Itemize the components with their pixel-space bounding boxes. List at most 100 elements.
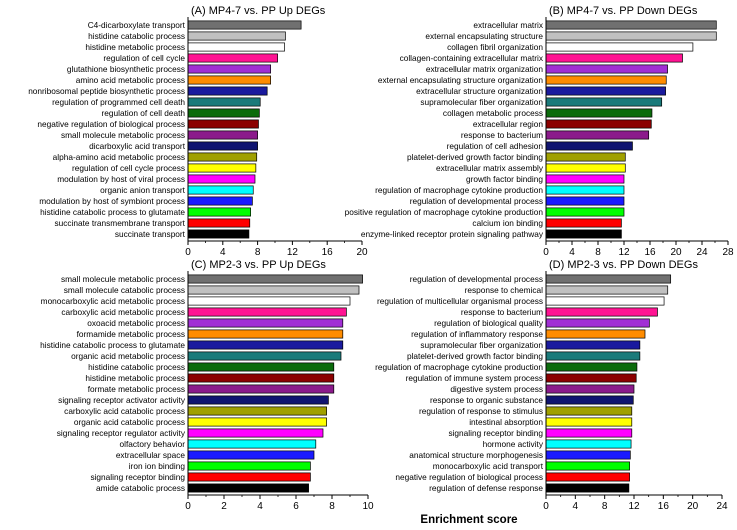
bar [187,285,360,295]
bar [187,274,363,284]
bar [545,152,626,162]
bar [187,130,258,140]
category-label: signaling receptor binding [90,472,185,482]
category-label: regulation of inflammatory response [411,329,543,339]
bar [187,75,272,85]
bar [545,163,626,173]
bar [545,362,638,372]
x-tick-label: 8 [329,501,335,512]
x-tick-label: 12 [628,501,640,512]
bar [187,196,253,206]
category-label: intestinal absorption [469,417,543,427]
x-tick-label: 0 [185,501,191,512]
category-label: collagen metabolic process [443,108,543,118]
category-label: histidine catabolic process [88,31,185,41]
category-label: alpha-amino acid metabolic process [53,152,185,162]
bar [187,296,351,306]
category-label: oxoacid metabolic process [87,318,185,328]
bar [187,373,335,383]
category-label: succinate transport [115,229,186,239]
category-label: external encapsulating structure [425,31,543,41]
x-tick-label: 4 [220,247,226,258]
category-label: carboxylic acid catabolic process [64,406,185,416]
category-label: digestive system process [450,384,543,394]
bar [545,97,663,107]
category-label: calcium ion binding [472,218,543,228]
category-label: regulation of macrophage cytokine produc… [375,362,543,372]
bar [545,406,633,416]
bar [187,53,278,63]
category-label: response to chemical [465,285,544,295]
panel-title: (A) MP4-7 vs. PP Up DEGs [191,5,326,17]
category-label: nonribosomal peptide biosynthetic proces… [28,86,185,96]
bar [187,86,268,96]
bar [187,450,315,460]
category-label: enzyme-linked receptor protein signaling… [361,229,544,239]
category-label: supramolecular fiber organization [420,97,543,107]
bar [545,395,634,405]
category-label: regulation of macrophage cytokine produc… [375,185,543,195]
bar [545,141,633,151]
category-label: platelet-derived growth factor binding [407,152,543,162]
category-label: dicarboxylic acid transport [89,141,186,151]
x-tick-label: 0 [543,247,549,258]
category-label: small molecule metabolic process [61,274,185,284]
bar [545,130,650,140]
bar [187,229,250,239]
bar [187,31,286,41]
x-tick-label: 28 [722,247,734,258]
category-label: monocarboxylic acid transport [433,461,544,471]
category-label: extracellular matrix assembly [436,163,544,173]
category-label: regulation of cell cycle process [72,163,185,173]
panel-title: (B) MP4-7 vs. PP Down DEGs [549,5,698,17]
x-tick-label: 16 [644,247,656,258]
category-label: platelet-derived growth factor binding [407,351,543,361]
x-tick-label: 8 [602,501,608,512]
bar [545,86,666,96]
x-tick-label: 24 [716,501,728,512]
category-label: response to organic substance [430,395,543,405]
chart-panel-3: (D) MP2-3 vs. PP Down DEGs regulation of … [375,259,728,512]
bar [545,351,641,361]
bar [187,174,256,184]
panel-title: (C) MP2-3 vs. PP Up DEGs [191,259,326,271]
category-label: regulation of cell adhesion [447,141,544,151]
x-tick-label: 4 [257,501,263,512]
bar [545,31,717,41]
x-tick-label: 8 [595,247,601,258]
category-label: small molecule metabolic process [61,130,185,140]
bar [187,42,285,52]
category-label: iron ion binding [129,461,186,471]
bar [545,64,668,74]
bar [545,417,633,427]
bar [545,329,646,339]
x-tick-label: 20 [670,247,682,258]
category-label: olfactory behavior [120,439,186,449]
bar [545,20,717,30]
category-label: signaling receptor activator activity [58,395,186,405]
x-tick-label: 4 [569,247,575,258]
bar [187,218,251,228]
bar [545,196,625,206]
bar [545,274,672,284]
bar [187,163,257,173]
bar [187,141,258,151]
x-tick-label: 12 [618,247,630,258]
x-tick-label: 16 [658,501,670,512]
category-label: extracellular matrix organization [426,64,544,74]
bar [545,53,683,63]
bar [545,174,625,184]
chart-panel-2: (C) MP2-3 vs. PP Up DEGs small molecule m… [40,259,374,512]
category-label: regulation of multicellular organismal p… [377,296,543,306]
bar [545,461,630,471]
x-tick-label: 0 [185,247,191,258]
x-tick-label: 20 [687,501,699,512]
bar [187,119,259,129]
category-label: supramolecular fiber organization [420,340,543,350]
x-axis-title: Enrichment score [420,514,517,526]
bar [545,483,630,493]
category-label: regulation of immune system process [406,373,543,383]
bar [187,461,311,471]
category-label: signaling receptor binding [448,428,543,438]
